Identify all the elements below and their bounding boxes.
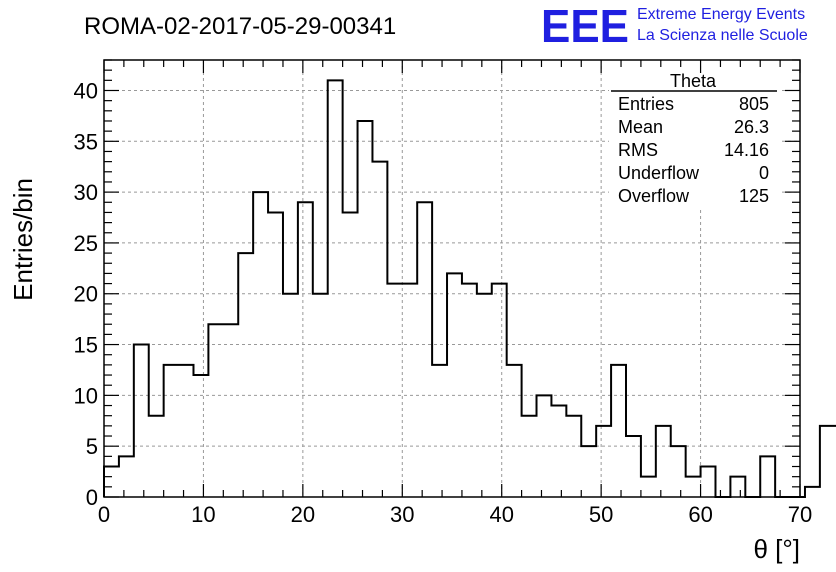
- histogram-bin: [328, 80, 343, 497]
- histogram-bin: [507, 365, 522, 497]
- eee-logo: EEE Extreme Energy Events La Scienza nel…: [541, 0, 808, 52]
- x-tick-label: 20: [291, 502, 315, 527]
- plot-frame: [103, 59, 801, 498]
- histogram-bin: [253, 192, 268, 497]
- stats-row-label: Overflow: [618, 186, 690, 206]
- histogram-bin: [701, 467, 716, 497]
- histogram-bin: [492, 284, 507, 497]
- y-tick-label: 40: [74, 78, 98, 103]
- y-tick-label: 5: [86, 434, 98, 459]
- x-tick-label: 0: [98, 502, 110, 527]
- chart-title: ROMA-02-2017-05-29-00341: [84, 13, 396, 40]
- y-tick-label: 30: [74, 180, 98, 205]
- histogram-bin: [611, 365, 626, 497]
- stats-row-label: Mean: [618, 117, 663, 137]
- stats-rows: Entries 805 Mean 26.3 RMS 14.16 Underflow 0 Over…: [618, 94, 769, 206]
- histogram-bin: [641, 477, 656, 497]
- histogram-bin: [104, 467, 119, 497]
- histogram-bin: [551, 406, 566, 497]
- x-axis-title: θ [°]: [753, 534, 800, 564]
- x-axis-ticks: 0 10 20 30 40 50 60 70: [98, 60, 812, 527]
- histogram-bin: [208, 324, 223, 497]
- histogram-bin: [566, 416, 581, 497]
- histogram-bin: [149, 416, 164, 497]
- y-axis-ticks: 0 5 10 15 20 25 30 35 40: [74, 59, 800, 510]
- histogram-bin: [268, 212, 283, 497]
- histogram-bin: [626, 436, 641, 497]
- stats-row-label: RMS: [618, 140, 658, 160]
- histogram-bin: [730, 477, 745, 497]
- histogram-bin: [343, 212, 358, 497]
- y-axis-title: Entries/bin: [8, 178, 38, 301]
- histogram-bin: [820, 426, 835, 497]
- histogram-bin: [193, 375, 208, 497]
- x-tick-label: 40: [489, 502, 513, 527]
- histogram-bin: [164, 365, 179, 497]
- x-tick-label: 50: [589, 502, 613, 527]
- histogram-bin: [596, 426, 611, 497]
- histogram-bin: [402, 284, 417, 497]
- stats-row-value: 26.3: [734, 117, 769, 137]
- histogram-bars: [103, 79, 836, 498]
- histogram-bin: [805, 487, 820, 497]
- y-tick-label: 15: [74, 333, 98, 358]
- stats-row-label: Entries: [618, 94, 674, 114]
- y-tick-label: 25: [74, 231, 98, 256]
- histogram-bin: [686, 477, 701, 497]
- stats-row-label: Underflow: [618, 163, 700, 183]
- histogram-bin: [179, 365, 194, 497]
- histogram-bin: [134, 345, 149, 497]
- y-tick-label: 35: [74, 129, 98, 154]
- histogram-bin: [477, 294, 492, 497]
- histogram-outline: [103, 79, 836, 498]
- histogram-bin: [462, 284, 477, 497]
- histogram-bin: [671, 446, 686, 497]
- histogram-bin: [432, 365, 447, 497]
- y-tick-label: 10: [74, 383, 98, 408]
- y-tick-label: 0: [86, 485, 98, 510]
- histogram-bin: [283, 294, 298, 497]
- logo-line-1: Extreme Energy Events: [637, 6, 805, 23]
- stats-box: Theta Entries 805 Mean 26.3 RMS 14.16 Underflo…: [609, 71, 779, 209]
- stats-row-value: 14.16: [724, 140, 769, 160]
- stats-row-value: 125: [739, 186, 769, 206]
- histogram-bin: [417, 202, 432, 497]
- logo-line-2: La Scienza nelle Scuole: [637, 27, 808, 44]
- histogram-bin: [298, 202, 313, 497]
- histogram-bin: [313, 294, 328, 497]
- stats-row-value: 805: [739, 94, 769, 114]
- stats-box-background: [609, 73, 779, 209]
- histogram-bin: [358, 121, 373, 497]
- histogram-bin: [581, 446, 596, 497]
- histogram-bin: [238, 253, 253, 497]
- stats-box-name: Theta: [670, 71, 717, 91]
- histogram-bin: [656, 426, 671, 497]
- histogram-bin: [119, 456, 134, 497]
- x-tick-label: 30: [390, 502, 414, 527]
- histogram-bin: [387, 284, 402, 497]
- logo-mark: EEE: [541, 0, 629, 52]
- x-tick-label: 60: [688, 502, 712, 527]
- histogram-bin: [372, 162, 387, 497]
- histogram-bin: [447, 273, 462, 497]
- histogram-bin: [522, 416, 537, 497]
- histogram-bin: [537, 395, 552, 497]
- histogram-bin: [223, 324, 238, 497]
- plot-border: [103, 59, 801, 498]
- stats-row-value: 0: [759, 163, 769, 183]
- x-tick-label: 70: [788, 502, 812, 527]
- grid: [104, 60, 800, 497]
- y-tick-label: 20: [74, 282, 98, 307]
- histogram-bin: [760, 456, 775, 497]
- x-tick-label: 10: [191, 502, 215, 527]
